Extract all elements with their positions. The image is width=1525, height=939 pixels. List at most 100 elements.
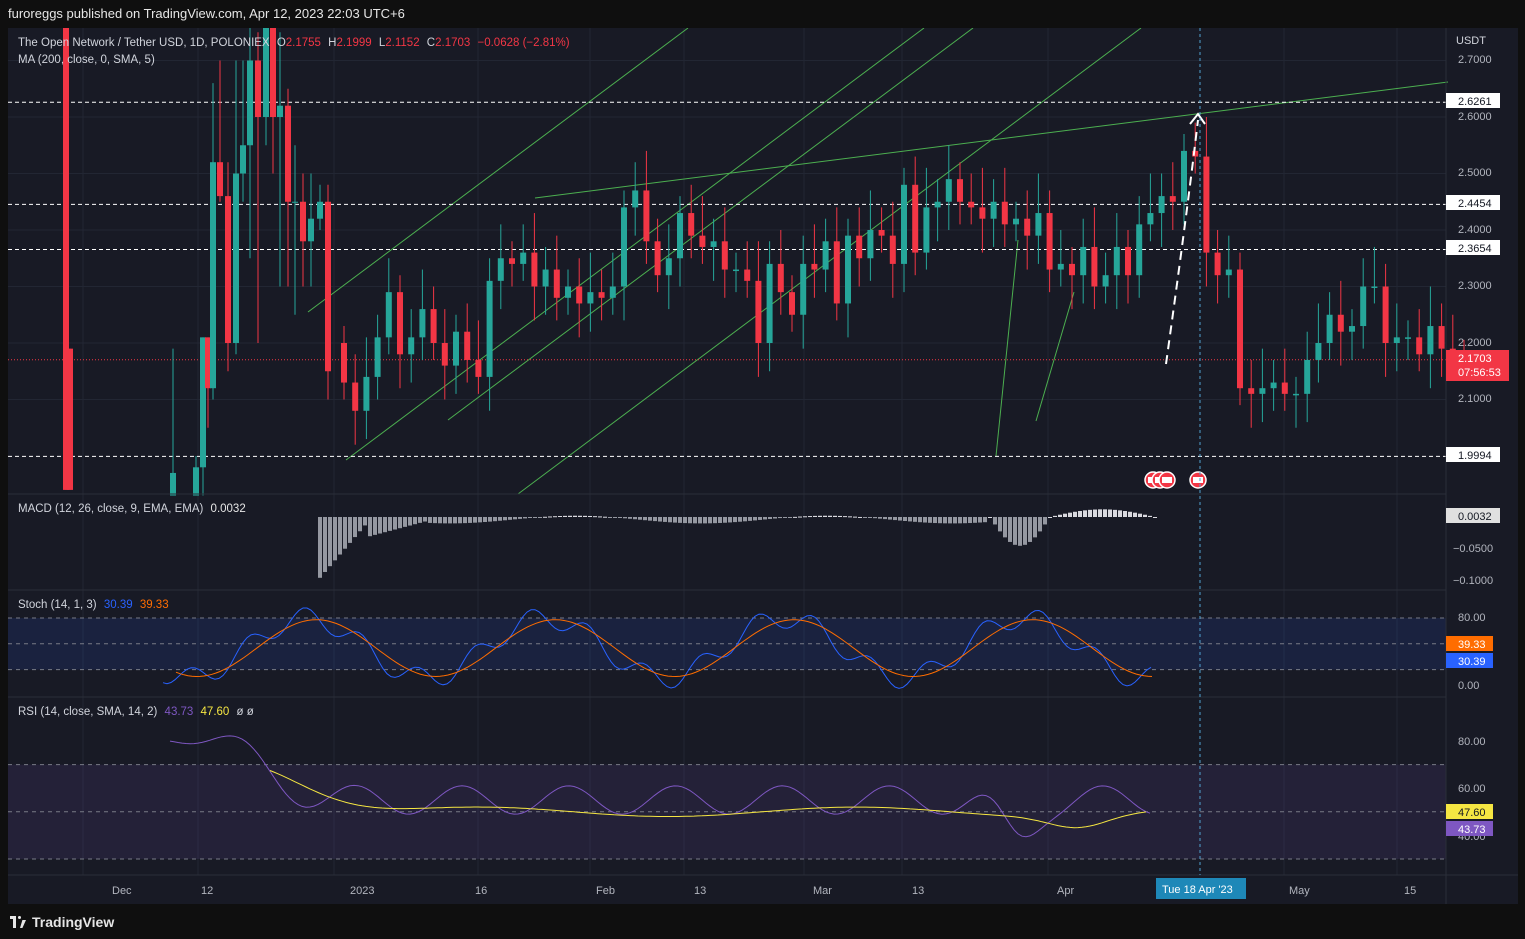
macd-bar	[433, 517, 437, 524]
candle-body	[233, 173, 239, 343]
candle-body	[300, 201, 306, 242]
projection-arrow	[1144, 112, 1207, 489]
candle-body	[67, 348, 73, 490]
time-tick: Apr	[1057, 885, 1074, 897]
macd-bar	[723, 517, 727, 523]
candle-body	[822, 241, 829, 270]
macd-bar	[1128, 511, 1132, 517]
macd-bar	[938, 517, 942, 524]
candle-body	[464, 331, 471, 360]
candle-body	[654, 241, 661, 276]
macd-bar	[1148, 515, 1152, 517]
stoch-axis[interactable]: 80.00 39.33 30.39 0.00	[1446, 612, 1493, 692]
time-tick: Mar	[813, 885, 832, 897]
candle-body	[1136, 224, 1143, 276]
time-tick: 12	[201, 885, 213, 897]
macd-bar	[848, 516, 852, 518]
macd-bar	[983, 517, 987, 523]
candle-body	[621, 207, 627, 287]
stoch-tick: 80.00	[1458, 612, 1486, 624]
candle-body	[1181, 150, 1187, 202]
countdown-label: 07:56:53	[1458, 367, 1501, 379]
candle-body	[453, 331, 459, 366]
candle-body	[800, 263, 807, 315]
macd-bar	[553, 516, 557, 518]
macd-bar	[888, 517, 892, 520]
candle-body	[945, 179, 952, 202]
candle-body	[408, 337, 415, 355]
candle-body	[1091, 246, 1098, 287]
macd-bar	[498, 517, 502, 521]
rsi-axis[interactable]: 80.00 60.00 47.60 40.00 43.73	[1446, 736, 1493, 843]
tradingview-brand: TradingView	[32, 914, 115, 930]
candle-body	[688, 213, 695, 236]
candle-body	[856, 235, 863, 259]
rsi-pane	[8, 735, 1446, 860]
candle-body	[1349, 326, 1355, 332]
macd-bar	[428, 517, 432, 523]
macd-bar	[568, 515, 572, 517]
candle-body	[587, 292, 594, 304]
macd-bar	[1003, 517, 1007, 538]
price-axis[interactable]: USDT 2.7000 2.6000 2.5000 2.4000 2.3000 …	[1446, 35, 1509, 462]
macd-bar	[393, 517, 397, 530]
candle-body	[1013, 218, 1019, 225]
macd-bar	[373, 517, 377, 535]
candle-body	[1438, 326, 1445, 349]
macd-bar	[863, 517, 867, 518]
macd-bar	[1153, 517, 1157, 518]
macd-bar	[633, 517, 637, 520]
macd-bar	[893, 517, 897, 521]
stoch-pane	[8, 607, 1446, 689]
chart-area[interactable]: The Open Network / Tether USD, 1D, POLON…	[8, 0, 1518, 904]
candle-body	[217, 162, 223, 197]
macd-axis[interactable]: 0.0032 −0.0500 −0.1000	[1446, 508, 1500, 587]
macd-bar	[1028, 517, 1032, 542]
macd-bar	[478, 517, 482, 523]
legend-stoch: Stoch (14, 1, 3) 30.39 39.33	[18, 599, 169, 611]
candle-body	[1069, 263, 1075, 276]
candle-body	[576, 286, 583, 304]
macd-bar	[653, 517, 657, 522]
stoch-d-badge-label: 39.33	[1458, 639, 1486, 651]
publisher-text: furoreggs published on TradingView.com, …	[8, 6, 405, 21]
candle-body	[1337, 314, 1344, 332]
tradingview-logo[interactable]: TradingView	[10, 914, 114, 930]
candle-body	[710, 241, 717, 247]
candle-body	[1248, 388, 1255, 394]
trend-line	[447, 27, 974, 421]
legend-main: The Open Network / Tether USD, 1D, POLON…	[18, 37, 570, 49]
candle-body	[811, 263, 818, 270]
stoch-band	[8, 618, 1446, 670]
candle-body	[934, 201, 941, 208]
macd-bar	[908, 517, 912, 522]
macd-bar	[503, 517, 507, 521]
macd-badge	[1446, 508, 1500, 523]
chart-svg[interactable]: The Open Network / Tether USD, 1D, POLON…	[8, 0, 1518, 904]
macd-bar	[1083, 510, 1087, 517]
time-axis[interactable]: Dec 12 2023 16 Feb 13 Mar 13 Apr May 15 …	[112, 878, 1416, 899]
macd-bar	[518, 517, 522, 519]
macd-bar	[838, 515, 842, 517]
macd-bar	[1118, 510, 1122, 517]
trend-line	[995, 239, 1019, 457]
candle-body	[193, 467, 199, 496]
rsi-ma-badge	[1446, 804, 1493, 819]
candle-body	[1304, 359, 1311, 394]
candle-body	[1315, 343, 1322, 360]
macd-bar	[963, 517, 967, 524]
candle-body	[733, 269, 739, 272]
macd-bar	[323, 517, 327, 572]
candle-body	[1125, 246, 1131, 276]
candle-body	[845, 235, 851, 304]
macd-bar	[748, 517, 752, 521]
level-badge-label: 2.4454	[1458, 198, 1492, 210]
candle-body	[979, 207, 986, 219]
macd-bar	[1143, 514, 1147, 517]
candle-body	[1393, 337, 1400, 343]
candle-body	[923, 207, 930, 253]
macd-bar	[483, 517, 487, 523]
macd-bar	[1008, 517, 1012, 542]
candle-body	[755, 280, 762, 343]
macd-bar	[1063, 513, 1067, 517]
